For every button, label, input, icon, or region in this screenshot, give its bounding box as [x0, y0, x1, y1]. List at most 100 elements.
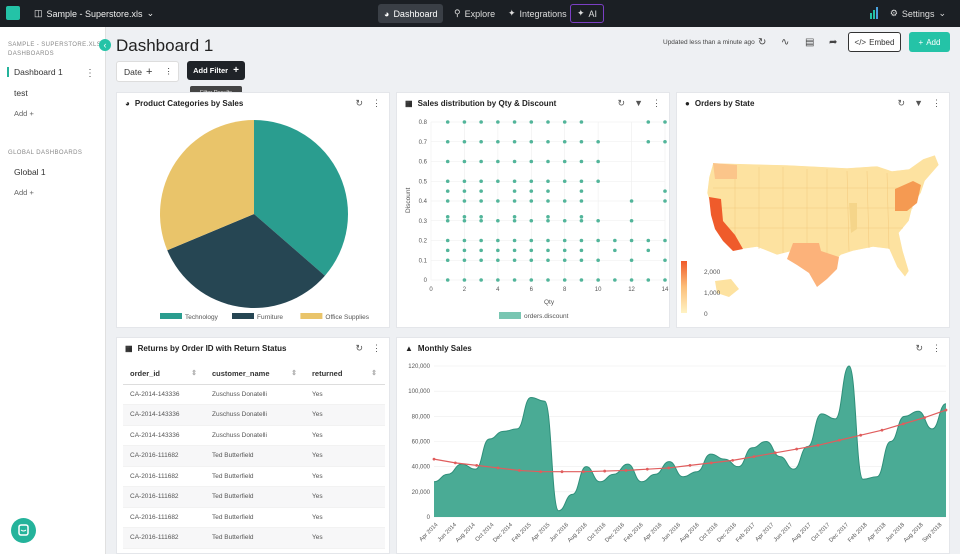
trend-point	[837, 438, 841, 442]
table-row[interactable]: CA-2016-111682 Ted Butterfield Yes	[123, 527, 385, 549]
scatter-point	[579, 248, 584, 253]
more-icon[interactable]: ⋮	[164, 66, 173, 76]
app-logo[interactable]	[6, 6, 20, 20]
table-body: CA-2014-143336 Zuschuss Donatelli Yes CA-20…	[123, 384, 385, 549]
more-icon[interactable]: ⋮	[932, 343, 941, 353]
scatter-chart-icon: ▦	[405, 99, 413, 108]
refresh-icon[interactable]: ↻	[355, 343, 363, 353]
column-header-returned[interactable]: returned ⇕	[305, 364, 385, 385]
scatter-point	[512, 278, 517, 282]
scatter-point	[462, 139, 467, 144]
scatter-point	[512, 120, 517, 124]
table-row[interactable]: CA-2014-143336 Zuschuss Donatelli Yes	[123, 425, 385, 446]
scatter-point	[646, 120, 651, 124]
add-global-dashboard-button[interactable]: Add +	[14, 188, 34, 197]
sidebar-item-test[interactable]: test	[14, 88, 28, 98]
scatter-point	[529, 199, 534, 203]
pie-card-title: ◕ Product Categories by Sales	[125, 99, 243, 108]
add-dashboard-button[interactable]: Add +	[14, 109, 34, 118]
pie-chart: Technology Furniture Office Supplies	[160, 120, 370, 321]
x-axis-label: Qty	[544, 299, 555, 306]
scatter-card-title: ▦ Sales distribution by Qty & Discount	[405, 99, 556, 108]
more-icon[interactable]: ⋮	[652, 98, 661, 108]
nav-integrations[interactable]: ✦ Integrations	[502, 4, 573, 23]
scatter-point	[613, 278, 617, 282]
settings-menu[interactable]: ⚙ Settings ⌄	[890, 8, 946, 19]
legend-swatch	[499, 312, 521, 319]
refresh-icon[interactable]: ↻	[915, 343, 923, 353]
share-icon[interactable]: ➦	[829, 37, 838, 48]
chat-support-button[interactable]	[11, 518, 36, 543]
collapse-sidebar-button[interactable]: ‹	[99, 39, 111, 51]
scatter-point	[462, 278, 467, 282]
trend-point	[539, 470, 543, 474]
more-icon[interactable]: ⋮	[372, 343, 381, 353]
filter-icon[interactable]: ▼	[914, 98, 923, 108]
refresh-icon[interactable]: ↻	[897, 98, 906, 108]
us-choropleth-map: 2,000 1,000 0	[681, 154, 940, 318]
trend-point	[901, 422, 905, 426]
inbox-icon[interactable]: ▤	[805, 37, 815, 48]
table-cell: Zuschuss Donatelli	[205, 384, 305, 405]
sort-icon[interactable]: ⇕	[291, 370, 297, 378]
column-header-customer-name[interactable]: customer_name ⇕	[205, 364, 305, 385]
table-row[interactable]: CA-2016-111682 Ted Butterfield Yes	[123, 445, 385, 467]
scatter-point	[529, 258, 534, 263]
table-cell: CA-2014-143336	[123, 384, 205, 405]
refresh-icon[interactable]: ↻	[617, 98, 626, 108]
bars-icon[interactable]	[870, 7, 882, 19]
filter-icon[interactable]: ▼	[634, 98, 643, 108]
sort-icon[interactable]: ⇕	[191, 370, 197, 378]
scatter-point	[496, 159, 500, 164]
scatter-point	[462, 120, 467, 124]
project-selector[interactable]: ◫ Sample - Superstore.xls ⌄	[34, 8, 154, 19]
table-row[interactable]: CA-2014-143336 Zuschuss Donatelli Yes	[123, 384, 385, 405]
trend-point	[475, 464, 479, 467]
y-tick-label: 0.4	[419, 199, 428, 205]
scatter-point	[462, 258, 467, 263]
dashboard-icon: ◕	[384, 8, 390, 19]
sidebar-item-dashboard-1[interactable]: Dashboard 1	[7, 67, 63, 77]
nav-dashboard[interactable]: ◕ Dashboard	[378, 4, 444, 23]
scatter-point	[629, 218, 634, 223]
sort-icon[interactable]: ⇕	[371, 370, 377, 378]
trend-point	[688, 464, 692, 467]
add-filter-button[interactable]: Add Filter +	[187, 61, 245, 80]
more-icon[interactable]: ⋮	[85, 68, 95, 79]
embed-label: Embed	[869, 37, 895, 47]
nav-explore[interactable]: ⚲ Explore	[448, 4, 501, 23]
activity-icon[interactable]: ∿	[781, 37, 790, 48]
date-filter[interactable]: Date + ⋮	[116, 61, 179, 82]
scatter-point	[479, 248, 483, 253]
embed-button[interactable]: </> Embed	[848, 32, 901, 52]
sales-line	[433, 365, 947, 512]
sidebar-item-global-1[interactable]: Global 1	[14, 167, 46, 177]
plus-icon: +	[145, 65, 153, 78]
refresh-icon[interactable]: ↻	[758, 37, 767, 48]
scatter-point	[462, 159, 467, 164]
table-row[interactable]: CA-2016-111682 Ted Butterfield Yes	[123, 466, 385, 487]
nav-ai[interactable]: ✦ AI	[570, 4, 605, 23]
scatter-point	[546, 248, 550, 253]
scatter-point	[445, 139, 450, 144]
add-button[interactable]: + Add	[909, 32, 950, 52]
table-row[interactable]: CA-2016-111682 Ted Butterfield Yes	[123, 507, 385, 528]
refresh-icon[interactable]: ↻	[355, 98, 363, 108]
trend-point	[944, 408, 948, 412]
column-header-order-id[interactable]: order_id ⇕	[123, 364, 205, 385]
scatter-point	[529, 238, 534, 243]
table-row[interactable]: CA-2016-111682 Ted Butterfield Yes	[123, 486, 385, 508]
y-axis-label: Discount	[405, 188, 412, 213]
more-icon[interactable]: ⋮	[372, 98, 381, 108]
scatter-point	[512, 189, 517, 193]
table-cell: Yes	[305, 404, 385, 426]
more-icon[interactable]: ⋮	[932, 98, 941, 108]
map-legend-bar	[681, 261, 687, 313]
sidebar: SAMPLE - SUPERSTORE.XLS DASHBOARDS Dashb…	[0, 27, 106, 554]
map-card-title: ● Orders by State	[685, 99, 754, 108]
scatter-card-title-text: Sales distribution by Qty & Discount	[417, 99, 557, 108]
table-row[interactable]: CA-2014-143336 Zuschuss Donatelli Yes	[123, 404, 385, 426]
returns-table-card: ▦ Returns by Order ID with Return Status…	[116, 337, 390, 554]
trend-point	[453, 461, 457, 465]
trend-point	[496, 466, 500, 470]
